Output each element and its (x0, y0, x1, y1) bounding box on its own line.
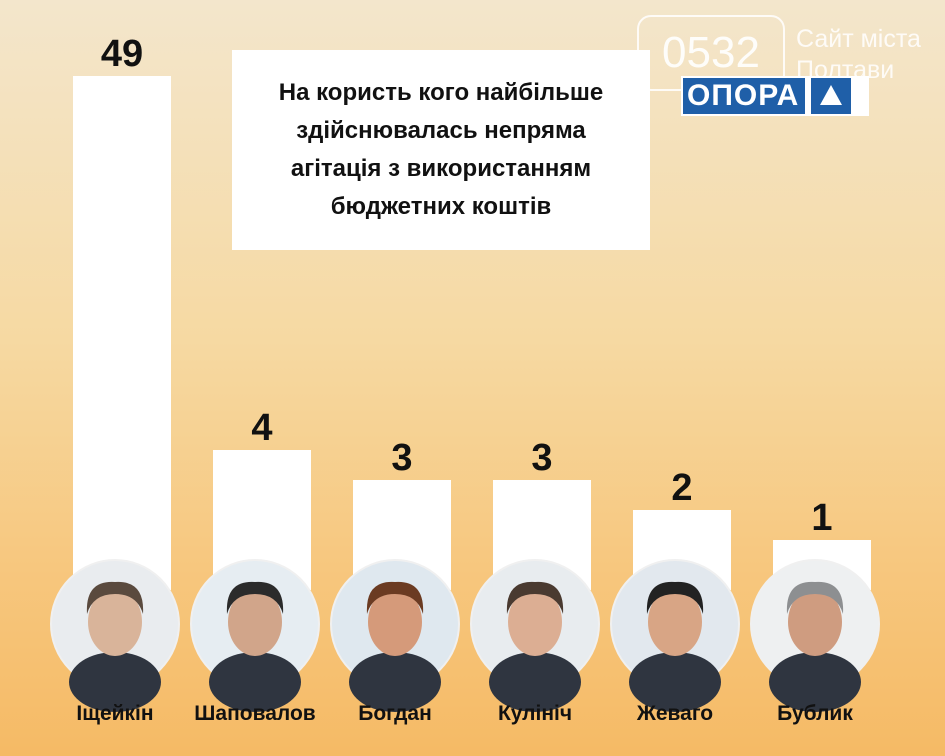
value-label-2: 4 (251, 407, 272, 449)
triangle-icon (811, 78, 852, 114)
value-label-4: 3 (531, 437, 552, 479)
value-label-5: 2 (671, 467, 692, 509)
chart-title-line-2: здійснювалась непряма (296, 117, 586, 144)
chart-title-line-1: На користь кого найбільше (278, 79, 604, 106)
site-watermark-number: 0532 (662, 28, 760, 77)
avatar-2 (190, 559, 320, 712)
avatar-3 (330, 559, 460, 712)
value-label-1: 49 (101, 33, 143, 75)
opora-logo: ОПОРА (681, 76, 869, 116)
bar-1 (73, 76, 171, 590)
category-label-3: Богдан (358, 702, 432, 725)
site-watermark-line-1: Сайт міста (796, 25, 921, 53)
opora-logo-text: ОПОРА (683, 78, 806, 114)
value-label-3: 3 (391, 437, 412, 479)
avatar-5 (610, 559, 740, 712)
avatar-1 (50, 559, 180, 712)
category-label-6: Бублик (777, 702, 853, 725)
chart-title-line-4: бюджетних коштів (330, 193, 552, 220)
chart-title-box: На користь кого найбільше здійснювалась … (232, 50, 650, 250)
avatar-4 (470, 559, 600, 712)
category-label-5: Жеваго (636, 702, 713, 725)
category-label-2: Шаповалов (194, 702, 315, 725)
avatar-6 (750, 559, 880, 712)
chart-title-line-3: агітація з використанням (290, 155, 592, 182)
category-label-1: Іщейкін (76, 702, 153, 725)
chart-title: На користь кого найбільше здійснювалась … (241, 74, 641, 226)
value-label-6: 1 (811, 497, 832, 539)
category-label-4: Кулініч (498, 702, 572, 725)
